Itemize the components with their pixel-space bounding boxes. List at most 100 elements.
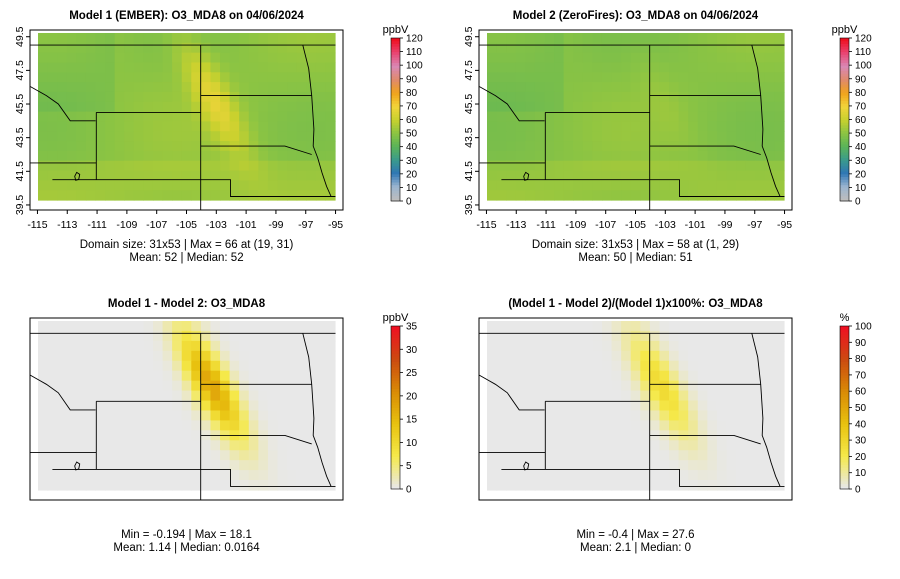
grid-cell (114, 91, 125, 103)
grid-cell (287, 33, 298, 44)
grid-cell (716, 91, 728, 103)
grid-cell (601, 420, 613, 431)
grid-cell (707, 52, 718, 64)
grid-cell (630, 52, 641, 64)
colorbar-step (840, 81, 849, 85)
grid-cell (582, 170, 593, 181)
grid-cell (487, 170, 498, 181)
grid-cell (76, 150, 87, 162)
grid-cell (57, 430, 68, 441)
grid-cell (229, 101, 240, 113)
grid-cell (315, 440, 327, 451)
grid-cell (38, 111, 49, 123)
grid-cell (220, 440, 231, 451)
grid-cell (47, 180, 58, 191)
grid-cell (601, 360, 613, 372)
grid-cell (582, 360, 593, 372)
grid-cell (152, 360, 164, 372)
grid-cell (200, 420, 212, 431)
grid-cell (76, 340, 87, 352)
grid-cell (697, 350, 708, 362)
grid-cell (716, 380, 728, 392)
colorbar-step (840, 472, 849, 476)
x-axis: -115 -113 -111 -109 -107 -105 -103 -101 -99 -97 -9… (27, 210, 343, 231)
grid-cell (764, 350, 776, 362)
grid-cell (515, 430, 526, 441)
grid-cell (573, 82, 584, 93)
grid-cell (248, 42, 259, 54)
grid-cell (287, 42, 298, 54)
grid-cell (688, 380, 699, 392)
grid-cell (267, 82, 279, 93)
colorbar-step (391, 176, 400, 180)
grid-cell (172, 101, 183, 113)
grid-cell (181, 131, 192, 142)
colorbar-step (391, 328, 400, 332)
grid-cell (554, 340, 565, 352)
grid-cell (38, 480, 49, 491)
grid-cell (649, 340, 661, 352)
colorbar-step (391, 461, 400, 466)
grid-cell (85, 121, 97, 132)
grid-cell (640, 380, 651, 392)
grid-cell (315, 360, 327, 372)
grid-cell (726, 450, 737, 461)
stats-line-1: Domain size: 31x53 | Max = 66 at (19, 31… (80, 239, 294, 251)
grid-cell (487, 370, 498, 382)
grid-cell (296, 91, 307, 103)
colorbar-step (840, 70, 849, 74)
grid-cell (745, 480, 756, 491)
grid-cell (267, 450, 279, 461)
grid-cell (630, 350, 641, 362)
grid-cell (697, 360, 708, 372)
colorbar-step (391, 59, 400, 63)
grid-cell (755, 480, 766, 491)
grid-cell (774, 450, 785, 461)
grid-cell (601, 370, 613, 382)
grid-cell (315, 340, 327, 352)
grid-cell (239, 410, 250, 422)
grid-cell (745, 62, 756, 73)
colorbar-step (391, 456, 400, 460)
border-line (30, 85, 96, 122)
colorbar-step (391, 124, 400, 129)
grid-cell (716, 42, 728, 54)
grid-cell (200, 190, 212, 201)
grid-cell (315, 430, 327, 441)
grid-cell (277, 450, 288, 461)
colorbar-step (840, 73, 849, 77)
grid-cell (745, 390, 756, 402)
grid-cell (659, 121, 670, 132)
grid-cell (669, 121, 680, 132)
grid-cell (736, 440, 747, 451)
grid-cell (162, 111, 173, 123)
grid-cell (525, 170, 536, 181)
grid-cell (162, 420, 173, 431)
grid-cell (707, 470, 718, 481)
grid-cell (296, 380, 307, 392)
grid-cell (764, 370, 776, 382)
grid-cell (525, 330, 536, 342)
grid-cell (525, 150, 536, 162)
grid-cell (210, 180, 221, 191)
grid-cell (191, 350, 202, 362)
grid-cell (573, 62, 584, 73)
grid-cell (258, 111, 269, 123)
grid-cell (669, 480, 680, 491)
grid-cell (669, 111, 680, 123)
grid-cell (678, 350, 689, 362)
grid-cell (267, 33, 279, 44)
x-tick-label: -103 (655, 219, 676, 231)
grid-cell (162, 360, 173, 372)
grid-cell (229, 420, 240, 431)
grid-cell (487, 430, 498, 441)
grid-cell (66, 160, 77, 172)
grid-cell (697, 380, 708, 392)
x-tick-label: -101 (685, 219, 706, 231)
grid-cell (736, 101, 747, 113)
grid-cell (239, 470, 250, 481)
colorbar-tick-label: 70 (406, 101, 418, 112)
grid-cell (611, 400, 622, 412)
grid-cell (573, 350, 584, 362)
grid-cell (277, 62, 288, 73)
